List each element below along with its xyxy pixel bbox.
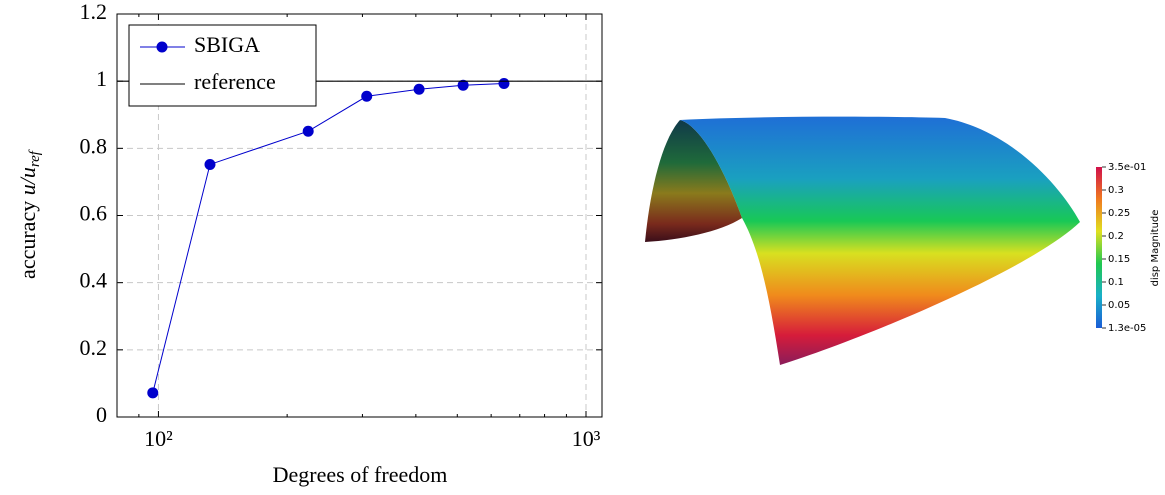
colorbar-tick-label: 0.2: [1108, 231, 1124, 242]
y-tick-label: 0.2: [80, 335, 108, 360]
y-tick-label: 0.6: [80, 201, 108, 226]
y-label-text: accuracy: [15, 201, 40, 279]
y-tick-label: 0: [96, 402, 107, 427]
y-label-sub: ref: [27, 149, 43, 167]
series-line: [153, 84, 504, 393]
colorbar-title: disp Magnitude: [1150, 210, 1161, 287]
page: disp Magnitude Degrees of freedom accura…: [0, 0, 1165, 495]
colorbar: [1096, 167, 1102, 328]
colorbar-tick-label: 0.15: [1108, 254, 1130, 265]
data-point: [147, 387, 158, 398]
figure: disp Magnitude Degrees of freedom accura…: [0, 0, 1165, 495]
x-tick-label: 10²: [144, 426, 173, 451]
y-tick-label: 0.4: [80, 268, 108, 293]
y-axis-label: accuracy u/uref: [15, 149, 43, 279]
colorbar-tick-label: 3.5e-01: [1108, 162, 1146, 173]
rendered-surface: disp Magnitude: [645, 117, 1161, 365]
legend-label: SBIGA: [194, 32, 260, 57]
x-tick-label: 10³: [572, 426, 601, 451]
data-point: [204, 159, 215, 170]
surface-main: [680, 117, 1080, 365]
y-tick-label: 0.8: [80, 133, 108, 158]
colorbar-tick-label: 1.3e-05: [1108, 323, 1146, 334]
legend-label: reference: [194, 69, 276, 94]
legend-marker: [157, 42, 168, 53]
y-tick-label: 1.2: [80, 0, 108, 24]
colorbar-tick-label: 0.1: [1108, 277, 1124, 288]
y-tick-label: 1: [96, 66, 107, 91]
data-point: [361, 91, 372, 102]
x-axis-label: Degrees of freedom: [273, 462, 448, 487]
colorbar-tick-label: 0.25: [1108, 208, 1130, 219]
data-point: [414, 84, 425, 95]
colorbar-tick-label: 0.3: [1108, 185, 1124, 196]
data-point: [303, 126, 314, 137]
data-point: [498, 78, 509, 89]
y-label-var: u/u: [15, 167, 40, 195]
colorbar-tick-label: 0.05: [1108, 300, 1130, 311]
